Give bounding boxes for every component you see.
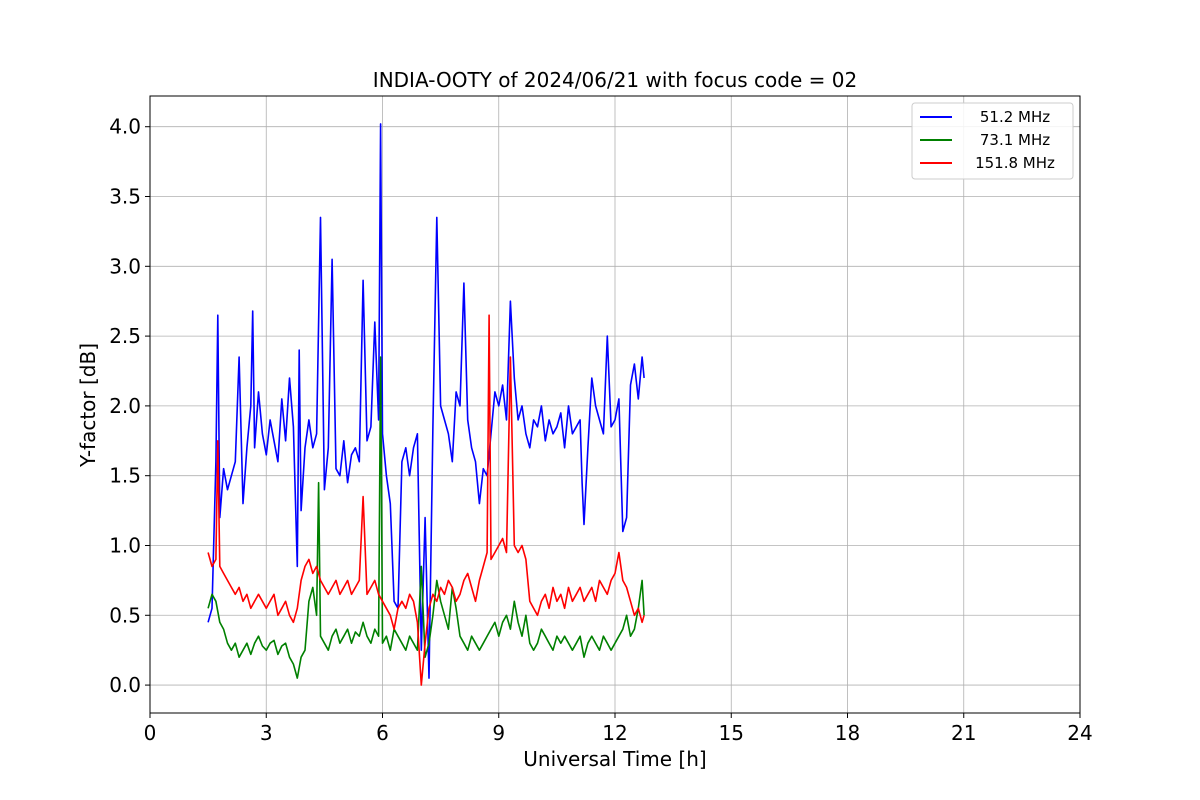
legend-label-51-2-mhz: 51.2 MHz [980,108,1050,126]
y-tick-label: 3.5 [109,185,141,209]
y-tick-label: 4.0 [109,115,141,139]
series-line-73-1-mhz [207,356,645,679]
y-tick-label: 2.0 [109,394,141,418]
series-line-51-2-mhz [207,123,645,679]
legend-label-73-1-mhz: 73.1 MHz [980,131,1050,149]
series-line-151-8-mhz [207,314,645,686]
y-axis-label: Y-factor [dB] [76,343,100,468]
y-tick-label: 1.5 [109,464,141,488]
x-tick-label: 3 [260,721,273,745]
y-tick-label: 0.5 [109,603,141,627]
chart-title: INDIA-OOTY of 2024/06/21 with focus code… [373,68,857,92]
legend-label-151-8-mhz: 151.8 MHz [975,154,1055,172]
y-tick-label: 2.5 [109,324,141,348]
y-tick-label: 1.0 [109,533,141,557]
legend-box [911,102,1074,180]
x-tick-label: 12 [602,721,627,745]
x-tick-label: 18 [835,721,860,745]
y-tick-label: 3.0 [109,254,141,278]
x-tick-label: 21 [951,721,976,745]
data-series [207,123,645,686]
x-tick-label: 6 [376,721,389,745]
legend: 51.2 MHz 73.1 MHz 151.8 MHz [911,102,1074,180]
x-tick-label: 0 [144,721,157,745]
x-tick-label: 24 [1067,721,1092,745]
grid-lines [149,96,1081,713]
axis-ticks: 0 3 6 9 12 15 18 21 24 0.0 0.5 1.0 1.5 2.0 2.5 3.0 3.5 4.… [109,115,1093,745]
x-axis-label: Universal Time [h] [523,747,706,771]
x-tick-label: 15 [719,721,744,745]
x-tick-label: 9 [492,721,505,745]
y-tick-label: 0.0 [109,673,141,697]
